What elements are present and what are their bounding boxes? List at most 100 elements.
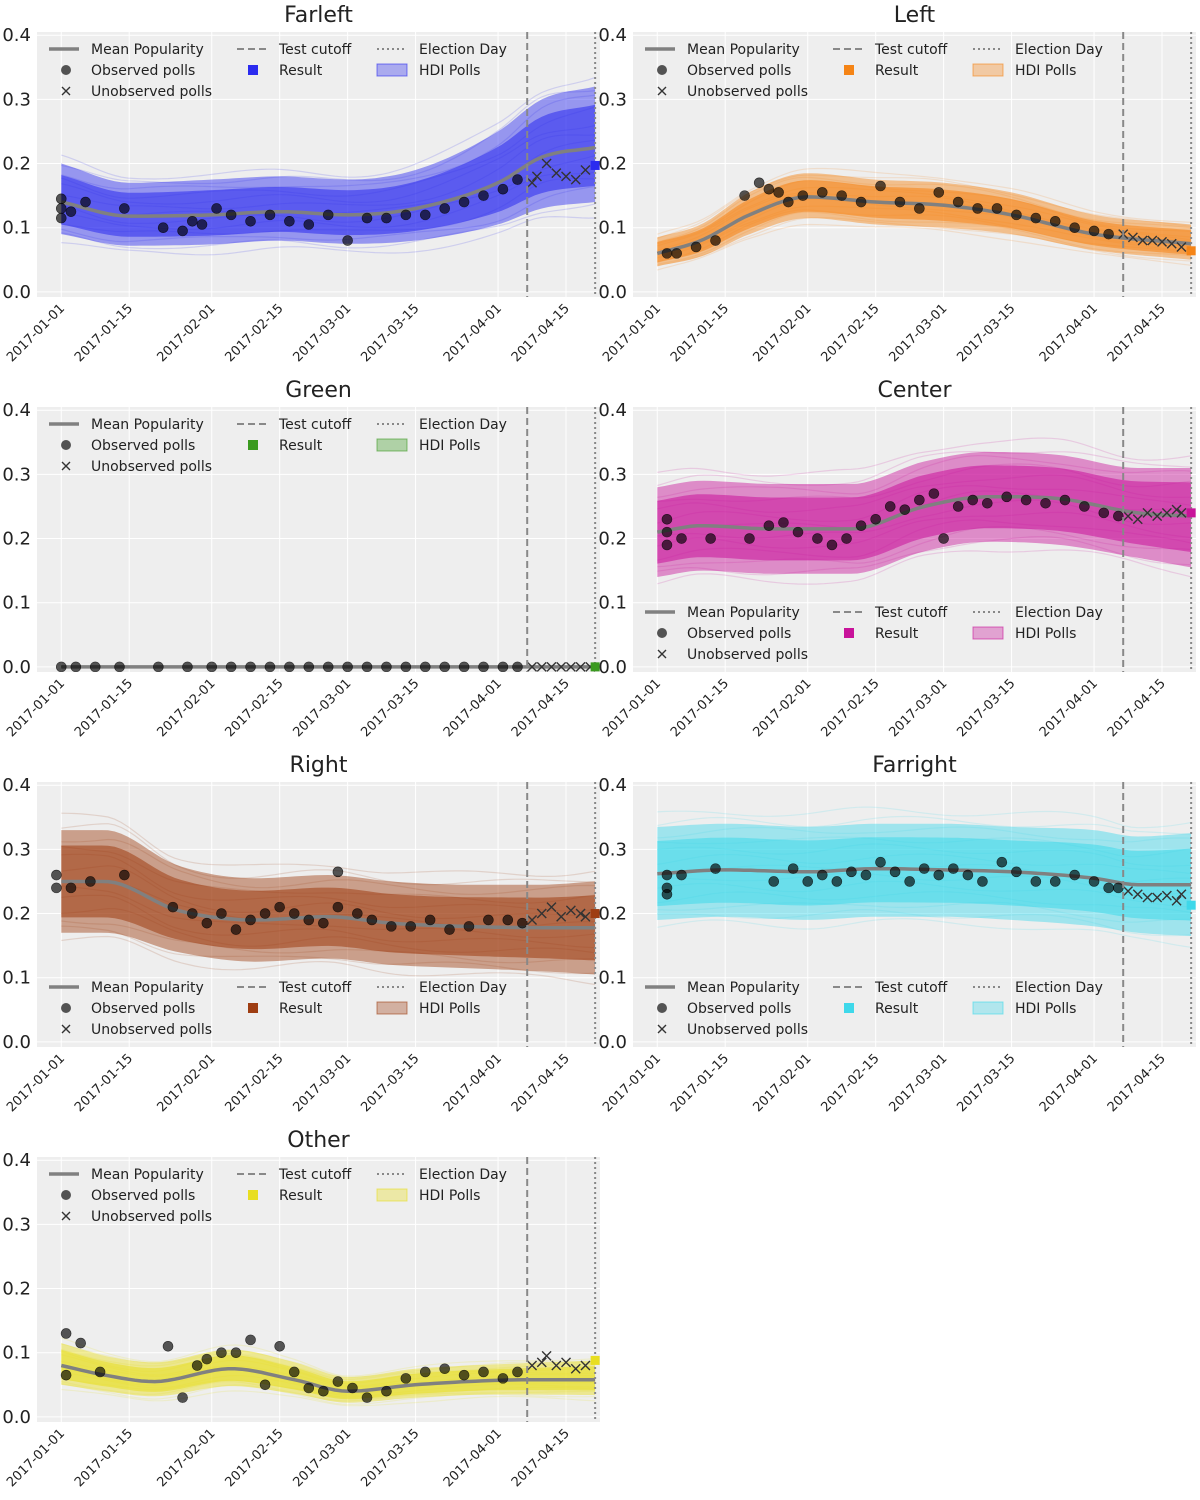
observed-poll-point: [671, 248, 682, 259]
legend-label-result: Result: [279, 63, 323, 79]
panel-title: Right: [290, 753, 348, 778]
observed-poll-point: [1103, 882, 1114, 894]
x-tick-label: 2017-01-15: [668, 301, 732, 365]
posterior-draw: [61, 90, 596, 185]
x-tick-label: 2017-01-15: [72, 1426, 136, 1490]
legend-observed-swatch: [657, 1003, 667, 1013]
observed-poll-point: [1103, 228, 1114, 240]
legend-label-unobserved: Unobserved polls: [687, 84, 808, 100]
legend-label-mean: Mean Popularity: [91, 417, 204, 433]
legend-result-swatch: [844, 65, 854, 75]
observed-poll-point: [259, 908, 271, 919]
y-tick-label: 0.0: [2, 282, 31, 303]
posterior-draw: [61, 812, 596, 877]
observed-poll-point: [245, 914, 256, 926]
legend-observed-swatch: [61, 440, 71, 450]
x-tick-label: 2017-04-15: [509, 676, 573, 740]
observed-poll-point: [245, 1334, 256, 1346]
observed-poll-point: [676, 533, 687, 544]
legend-label-observed: Observed polls: [687, 1001, 791, 1017]
y-tick-label: 0.3: [2, 89, 31, 110]
unobserved-poll-point: [1176, 507, 1187, 518]
posterior-draw: [657, 826, 1192, 843]
observed-poll-point: [802, 876, 814, 887]
observed-poll-point: [303, 661, 315, 672]
legend-label-observed: Observed polls: [91, 1188, 195, 1204]
y-tick-label: 0.1: [598, 593, 627, 614]
observed-poll-point: [153, 661, 164, 672]
observed-poll-point: [904, 876, 915, 887]
legend-label-unobserved: Unobserved polls: [91, 1209, 212, 1225]
observed-poll-point: [216, 1347, 227, 1359]
observed-poll-point: [952, 196, 964, 208]
y-tick-label: 0.2: [598, 529, 627, 550]
x-tick-label: 2017-03-01: [290, 676, 354, 740]
observed-poll-point: [182, 661, 193, 672]
unobserved-poll-point: [1123, 886, 1134, 897]
posterior-draw: [657, 815, 1192, 835]
unobserved-poll-point: [546, 902, 557, 913]
legend-unobserved-swatch: [657, 649, 667, 659]
legend-label-mean: Mean Popularity: [687, 42, 800, 58]
plot-area: [633, 782, 1196, 1047]
x-tick-label: 2017-03-01: [886, 676, 950, 740]
y-tick-label: 0.0: [598, 282, 627, 303]
observed-poll-point: [1030, 876, 1042, 887]
observed-poll-point: [753, 177, 765, 189]
legend-label-cutoff: Test cutoff: [278, 980, 352, 996]
observed-poll-point: [1040, 497, 1051, 509]
x-tick-label: 2017-02-15: [222, 676, 286, 740]
observed-poll-point: [177, 225, 188, 237]
observed-poll-point: [318, 1385, 329, 1397]
observed-poll-point: [512, 1366, 523, 1378]
observed-poll-point: [274, 1340, 285, 1352]
unobserved-poll-point: [565, 661, 576, 672]
observed-poll-point: [225, 209, 237, 221]
observed-poll-point: [831, 876, 843, 887]
observed-poll-point: [1059, 494, 1071, 506]
unobserved-poll-point: [536, 1357, 547, 1368]
legend-observed-swatch: [657, 628, 667, 638]
plot-area: [37, 407, 600, 672]
observed-poll-point: [517, 917, 528, 929]
result-marker: [1186, 508, 1196, 518]
observed-poll-point: [230, 1347, 242, 1359]
x-tick-label: 2017-04-01: [1037, 676, 1101, 740]
posterior-draw: [61, 920, 596, 964]
observed-poll-point: [1020, 494, 1032, 506]
unobserved-poll-point: [536, 661, 547, 672]
y-tick-label: 0.2: [2, 529, 31, 550]
panel-farright: 0.0 0.1 0.2 0.3 0.4 2017-01-01 2017-01-15 2017-…: [598, 753, 1196, 1115]
observed-poll-point: [211, 203, 222, 214]
legend-label-observed: Observed polls: [687, 63, 791, 79]
x-tick-label: 2017-04-15: [509, 1426, 573, 1490]
observed-poll-point: [982, 497, 993, 509]
x-tick-label: 2017-02-15: [818, 301, 882, 365]
x-tick-label: 2017-03-15: [358, 1051, 422, 1115]
observed-poll-point: [55, 193, 67, 205]
y-tick-label: 0.2: [2, 904, 31, 925]
legend-label-cutoff: Test cutoff: [278, 1167, 352, 1183]
observed-poll-point: [419, 209, 431, 221]
observed-poll-point: [763, 183, 775, 195]
x-tick-label: 2017-01-15: [668, 1051, 732, 1115]
x-tick-label: 2017-02-01: [751, 1051, 815, 1115]
legend-label-observed: Observed polls: [91, 63, 195, 79]
x-tick-label: 2017-04-15: [509, 301, 573, 365]
observed-poll-point: [792, 526, 804, 538]
legend-label-hdi: HDI Polls: [419, 438, 480, 454]
observed-poll-point: [894, 196, 906, 208]
observed-poll-point: [928, 488, 940, 499]
observed-poll-point: [318, 917, 329, 929]
plot-content: [51, 812, 596, 986]
unobserved-poll-point: [1176, 241, 1187, 252]
unobserved-poll-point: [580, 1360, 591, 1371]
posterior-draw: [61, 1388, 596, 1407]
unobserved-poll-point: [1152, 892, 1163, 903]
x-tick-label: 2017-03-01: [290, 301, 354, 365]
observed-poll-point: [225, 661, 237, 672]
observed-poll-point: [661, 882, 673, 894]
x-tick-label: 2017-03-15: [954, 676, 1018, 740]
observed-poll-point: [55, 661, 67, 672]
unobserved-poll-point: [1152, 511, 1163, 522]
